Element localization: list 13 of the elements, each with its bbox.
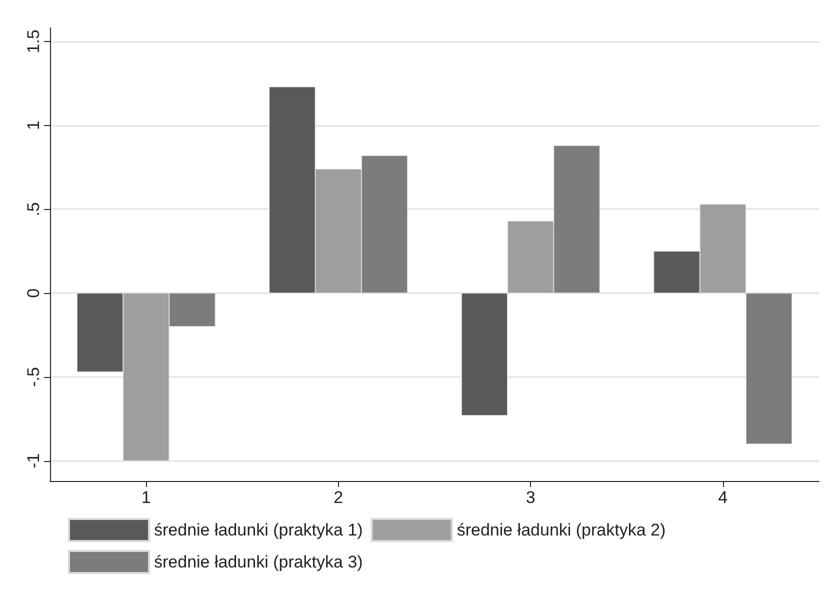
y-tick-label: 1.5: [24, 30, 43, 54]
x-tick-label: 1: [141, 488, 151, 507]
legend-label: średnie ładunki (praktyka 2): [456, 520, 666, 540]
y-tick-label: .5: [24, 202, 43, 216]
legend-label: średnie ładunki (praktyka 1): [154, 520, 363, 540]
y-tick-label: 1: [24, 120, 43, 130]
y-tick-label: -1: [24, 453, 43, 468]
y-tick-label: -.5: [24, 367, 43, 387]
x-tick-label: 3: [526, 488, 536, 507]
x-tick-label: 4: [718, 488, 728, 507]
legend-label: średnie ładunki (praktyka 3): [154, 552, 363, 572]
y-tick-label: 0: [24, 288, 43, 298]
x-tick-label: 2: [334, 488, 344, 507]
